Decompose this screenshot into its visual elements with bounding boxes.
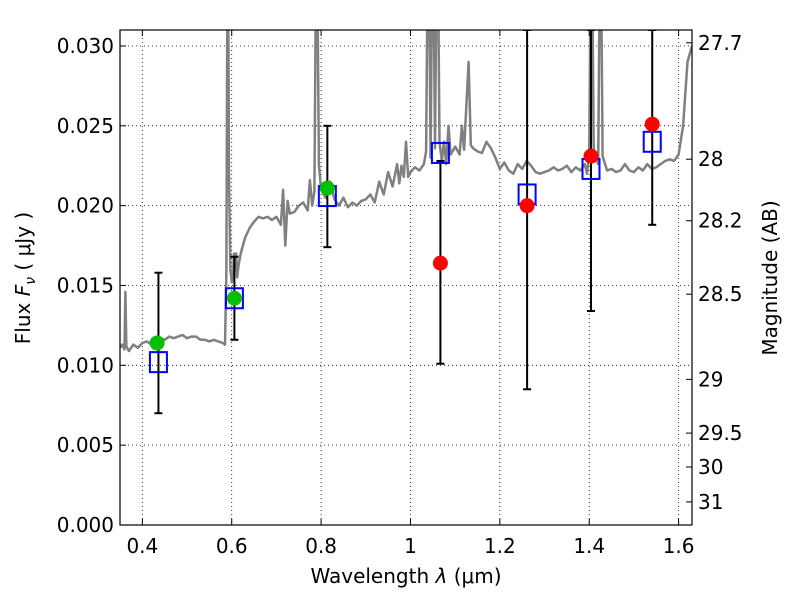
photometry-dot xyxy=(149,335,165,351)
y-tick-label: 0.000 xyxy=(57,513,114,537)
right-axis-label: Magnitude (AB) xyxy=(758,200,782,355)
right-tick-label: 29 xyxy=(698,367,723,391)
y-tick-label: 0.030 xyxy=(57,34,114,58)
y-axis-label: Flux Fν ( μJy ) xyxy=(11,212,39,344)
grid xyxy=(120,30,692,526)
y-axis-ticks: 0.000 0.005 0.010 0.015 0.020 0.025 0.030 xyxy=(57,34,126,537)
right-tick-label: 27.7 xyxy=(698,31,743,55)
photometry-dot xyxy=(319,180,335,196)
x-tick-label: 0.8 xyxy=(305,534,337,558)
right-tick-label: 28 xyxy=(698,147,723,171)
x-tick-label: 0.6 xyxy=(216,534,248,558)
y-tick-label: 0.020 xyxy=(57,194,114,218)
x-axis-label: Wavelength λ (μm) xyxy=(310,564,501,588)
marker-layer xyxy=(148,116,662,374)
photometry-dot xyxy=(226,290,242,306)
y-tick-label: 0.025 xyxy=(57,114,114,138)
model-spectrum-layer xyxy=(120,30,692,353)
x-tick-label: 1 xyxy=(404,534,417,558)
photometry-square xyxy=(642,130,662,153)
right-tick-label: 28.2 xyxy=(698,209,743,233)
plot-frame xyxy=(119,29,693,526)
right-tick-label: 29.5 xyxy=(698,421,743,445)
model-spectrum-line xyxy=(120,30,692,353)
right-axis-ticks: 27.7 28 28.2 28.5 29 29.5 30 31 xyxy=(686,31,743,514)
y-tick-label: 0.010 xyxy=(57,353,114,377)
x-tick-label: 0.4 xyxy=(126,534,158,558)
x-tick-label: 1.4 xyxy=(573,534,605,558)
photometry-dot xyxy=(519,198,535,214)
right-tick-label: 31 xyxy=(698,490,723,514)
right-tick-label: 30 xyxy=(698,455,723,479)
y-tick-label: 0.015 xyxy=(57,273,114,297)
right-tick-label: 28.5 xyxy=(698,282,743,306)
photometry-dot xyxy=(644,116,660,132)
photometry-square xyxy=(224,287,244,310)
photometry-square xyxy=(430,141,450,164)
photometry-dot xyxy=(432,255,448,271)
photometry-dot xyxy=(583,148,599,164)
y-tick-label: 0.005 xyxy=(57,433,114,457)
x-tick-label: 1.2 xyxy=(484,534,516,558)
x-axis-ticks: 0.4 0.6 0.8 1 1.2 1.4 1.6 xyxy=(126,30,695,558)
x-tick-label: 1.6 xyxy=(663,534,695,558)
photometry-square xyxy=(148,351,168,374)
